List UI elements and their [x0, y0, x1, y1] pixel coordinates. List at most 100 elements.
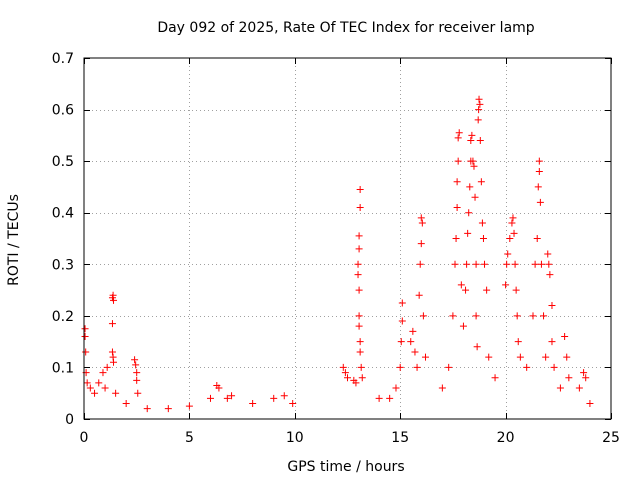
- data-point-0-65: [413, 363, 421, 371]
- data-point-0-118: [511, 260, 519, 268]
- data-point-0-112: [503, 260, 511, 268]
- data-point-0-48: [355, 286, 363, 294]
- data-point-0-86: [463, 260, 471, 268]
- data-point-0-70: [417, 214, 425, 222]
- data-point-0-75: [449, 312, 457, 320]
- x-tick-label-2: 10: [286, 430, 304, 446]
- data-point-0-140: [556, 384, 564, 392]
- data-point-0-121: [514, 338, 522, 346]
- data-point-0-42: [354, 260, 362, 268]
- data-point-0-47: [356, 186, 364, 194]
- y-tick-label-2: 0.2: [52, 309, 74, 325]
- data-point-0-37: [339, 363, 347, 371]
- data-point-0-100: [475, 106, 483, 114]
- data-point-0-63: [409, 327, 417, 335]
- data-point-0-28: [206, 394, 214, 402]
- data-point-0-77: [452, 235, 460, 242]
- data-point-0-43: [354, 271, 362, 279]
- data-point-0-103: [476, 137, 484, 145]
- data-point-0-95: [471, 193, 479, 201]
- data-point-0-92: [468, 131, 476, 139]
- data-point-0-20: [131, 356, 139, 364]
- data-point-0-84: [459, 322, 467, 330]
- data-point-0-109: [485, 353, 493, 361]
- data-point-0-129: [535, 157, 543, 165]
- data-point-0-39: [344, 374, 351, 382]
- data-point-0-38: [341, 369, 349, 377]
- data-point-0-94: [470, 162, 478, 170]
- data-point-0-8: [99, 369, 107, 377]
- data-point-0-101: [475, 95, 483, 103]
- data-point-0-73: [438, 384, 446, 392]
- data-point-0-56: [386, 394, 394, 402]
- data-point-0-146: [582, 374, 590, 382]
- y-tick-label-4: 0.4: [52, 206, 74, 222]
- data-point-0-50: [355, 322, 363, 330]
- data-point-0-27: [185, 402, 193, 410]
- data-points: [81, 95, 594, 413]
- grid: [84, 58, 611, 419]
- data-point-0-46: [356, 204, 364, 212]
- data-point-0-7: [95, 379, 103, 387]
- data-point-0-72: [421, 353, 429, 361]
- x-tick-label-1: 5: [185, 430, 194, 446]
- data-point-0-31: [223, 394, 231, 402]
- data-point-0-51: [356, 338, 364, 346]
- data-point-0-102: [476, 100, 484, 108]
- y-tick-label-6: 0.6: [52, 103, 74, 119]
- data-point-0-96: [472, 260, 480, 268]
- data-point-0-115: [508, 219, 516, 227]
- data-point-0-124: [529, 312, 537, 320]
- data-point-0-128: [535, 167, 543, 175]
- data-point-0-35: [280, 392, 288, 400]
- data-point-0-131: [537, 260, 545, 268]
- data-point-0-82: [455, 129, 463, 137]
- data-point-0-133: [542, 353, 550, 361]
- data-point-0-15: [108, 348, 116, 356]
- data-point-0-18: [112, 389, 120, 397]
- data-point-0-125: [531, 260, 539, 268]
- data-point-0-87: [464, 229, 472, 237]
- data-point-0-138: [548, 338, 556, 346]
- y-tick-label-3: 0.3: [52, 257, 74, 273]
- data-point-0-22: [133, 369, 141, 377]
- data-point-0-123: [523, 363, 531, 371]
- data-point-0-49: [355, 312, 363, 320]
- data-point-0-60: [398, 317, 406, 325]
- y-tick-label-5: 0.5: [52, 154, 74, 170]
- data-point-0-126: [533, 235, 541, 242]
- data-point-0-68: [417, 240, 425, 248]
- data-point-0-59: [397, 338, 405, 346]
- data-point-0-93: [469, 157, 477, 165]
- data-point-0-78: [453, 204, 461, 212]
- x-tick-label-0: 0: [80, 430, 89, 446]
- data-point-0-120: [513, 312, 521, 320]
- data-point-0-19: [122, 400, 130, 408]
- data-point-0-85: [462, 286, 470, 294]
- data-point-0-36: [289, 400, 297, 408]
- data-point-0-106: [479, 235, 487, 242]
- data-point-0-134: [544, 250, 552, 258]
- plot-frame: [83, 57, 612, 420]
- data-point-0-122: [516, 353, 524, 361]
- data-point-0-141: [561, 332, 569, 340]
- data-point-0-33: [249, 400, 257, 408]
- data-point-0-21: [132, 361, 140, 369]
- data-point-0-25: [143, 405, 151, 413]
- data-point-0-61: [398, 299, 406, 307]
- data-point-0-1: [81, 332, 89, 340]
- data-point-0-5: [86, 384, 94, 392]
- data-point-0-54: [358, 374, 366, 382]
- data-point-0-67: [416, 260, 424, 268]
- x-tick-label-4: 20: [497, 430, 515, 446]
- data-point-0-83: [457, 281, 465, 289]
- data-point-0-30: [215, 384, 223, 392]
- data-point-0-55: [375, 394, 383, 402]
- data-point-0-66: [415, 291, 423, 299]
- data-point-0-143: [565, 374, 573, 382]
- data-point-0-62: [407, 338, 415, 346]
- data-point-0-89: [466, 183, 474, 191]
- data-point-0-52: [356, 348, 364, 356]
- data-point-0-99: [474, 116, 482, 124]
